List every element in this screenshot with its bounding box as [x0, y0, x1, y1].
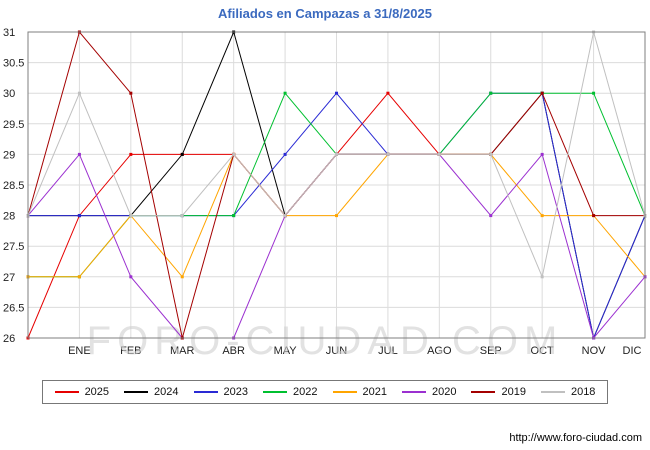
data-point: [540, 275, 544, 279]
legend-swatch-2018: [540, 391, 565, 393]
legend-label-2023: 2023: [223, 386, 249, 398]
data-point: [129, 275, 133, 279]
legend: 2025 2024 2023 2022 2021 2020 2019 2018: [41, 380, 609, 404]
data-point: [77, 275, 81, 279]
legend-label-2025: 2025: [84, 386, 110, 398]
legend-label-2019: 2019: [501, 386, 526, 398]
x-tick-label: FEB: [120, 345, 141, 357]
y-tick-label: 30: [3, 88, 15, 100]
data-point: [592, 91, 596, 95]
x-tick-label: ENE: [68, 345, 91, 357]
chart-title: Afiliados en Campazas a 31/8/2025: [218, 6, 432, 21]
y-tick-label: 28.5: [3, 180, 24, 192]
legend-label-2020: 2020: [431, 386, 457, 398]
legend-item-2025: 2025: [54, 386, 110, 398]
data-point: [592, 214, 596, 218]
data-point: [335, 91, 338, 95]
data-point: [77, 91, 81, 95]
data-point: [386, 91, 390, 95]
y-tick-label: 28: [3, 211, 15, 223]
data-point: [540, 214, 544, 218]
y-tick-label: 27.5: [3, 241, 24, 253]
legend-label-2022: 2022: [293, 386, 318, 398]
data-point: [283, 91, 287, 95]
x-tick-label: JUN: [326, 345, 347, 357]
y-tick-label: 30.5: [3, 58, 24, 70]
legend-item-2022: 2022: [263, 386, 318, 398]
data-point: [437, 152, 441, 156]
data-point: [232, 214, 236, 218]
legend-swatch-2025: [54, 391, 79, 393]
y-tick-label: 31: [3, 27, 15, 39]
data-point: [283, 214, 287, 218]
legend-swatch-2022: [263, 391, 288, 393]
footer-url-link[interactable]: http://www.foro-ciudad.com: [509, 432, 642, 444]
legend-label-2021: 2021: [362, 386, 387, 398]
grid: [28, 31, 646, 339]
data-point: [77, 152, 81, 156]
legend-swatch-2021: [332, 391, 357, 393]
x-tick-label: JUL: [378, 345, 398, 357]
legend-swatch-2019: [471, 391, 496, 393]
data-point: [129, 91, 133, 95]
data-point: [540, 91, 544, 95]
legend-item-2019: 2019: [471, 386, 526, 398]
legend-swatch-2023: [193, 391, 218, 393]
legend-item-2020: 2020: [401, 386, 457, 398]
x-tick-label: DIC: [623, 345, 642, 357]
x-tick-label: ABR: [222, 345, 245, 357]
legend-swatch-2024: [124, 391, 149, 393]
data-point: [540, 152, 544, 156]
watermark: FORO-CIUDAD.COM: [87, 319, 564, 363]
data-point: [129, 214, 133, 218]
data-point: [232, 152, 236, 156]
data-point: [77, 214, 81, 218]
data-point: [180, 275, 184, 279]
data-point: [180, 152, 184, 156]
line-chart: 26 26.5 27 27.5 28 28.5 29 29.5 30 30.5 31 ENE FEB MA…: [3, 27, 647, 363]
legend-item-2023: 2023: [193, 386, 249, 398]
data-point: [335, 214, 338, 218]
legend-swatch-2020: [401, 391, 426, 393]
x-tick-label: NOV: [582, 345, 607, 357]
x-tick-label: MAY: [274, 345, 298, 357]
legend-label-2018: 2018: [570, 386, 596, 398]
data-point: [283, 152, 287, 156]
y-tick-label: 26: [3, 333, 15, 345]
plot-border: [27, 31, 646, 339]
x-tick-label: SEP: [480, 345, 502, 357]
legend-label-2024: 2024: [154, 386, 179, 398]
y-tick-label: 27: [3, 272, 15, 284]
x-tick-label: OCT: [531, 345, 555, 357]
legend-item-2024: 2024: [124, 386, 179, 398]
legend-item-2021: 2021: [332, 386, 387, 398]
data-point: [180, 214, 184, 218]
data-point: [489, 91, 493, 95]
x-tick-label: MAR: [170, 345, 195, 357]
data-point: [335, 152, 338, 156]
legend-item-2018: 2018: [540, 386, 596, 398]
x-tick-label: AGO: [427, 345, 452, 357]
data-point: [386, 152, 390, 156]
y-tick-label: 29.5: [3, 119, 24, 131]
data-point: [489, 152, 493, 156]
y-tick-label: 26.5: [3, 302, 24, 314]
data-point: [489, 214, 493, 218]
data-point: [129, 152, 133, 156]
y-tick-label: 29: [3, 149, 15, 161]
